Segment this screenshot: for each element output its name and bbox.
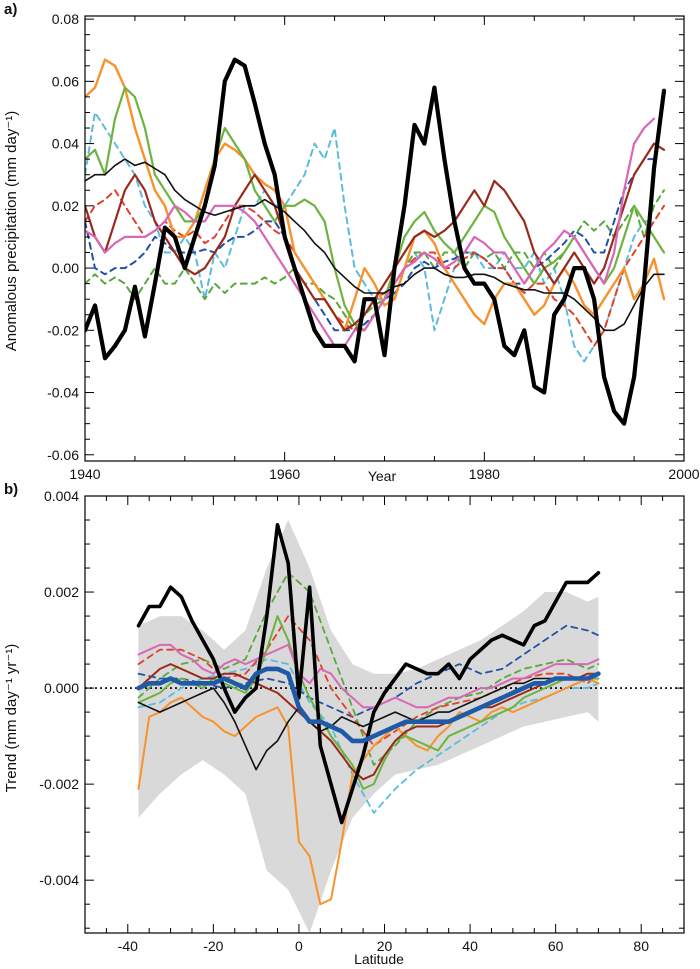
- x-tick-label: 20: [377, 938, 393, 954]
- series-line-orange: [137, 677, 600, 906]
- x-tick-label: 40: [462, 938, 478, 954]
- panel-b-x-axis-label: Latitude: [354, 951, 404, 967]
- x-tick-label: -20: [203, 938, 223, 954]
- panel-a: a) 1940 1960 1980 2000 0.08 0.06 0.04 0.02 0.00 -…: [3, 1, 700, 484]
- y-tick-label: 0.08: [52, 11, 79, 27]
- y-tick-label: 0.04: [52, 136, 79, 152]
- series-line-black-thick: [85, 57, 667, 426]
- y-tick-label: 0.00: [52, 260, 79, 276]
- panel-a-label: a): [4, 1, 17, 18]
- panel-b: b) -40 -20 0 20 40 60 800.0040.0020.000-0.002-…: [3, 481, 685, 967]
- y-tick-label: -0.04: [47, 385, 79, 401]
- x-tick-label: 1980: [469, 466, 500, 482]
- y-tick-label: 0.06: [52, 73, 79, 89]
- panel-b-plot-area: [85, 520, 684, 933]
- x-tick-label: 0: [295, 938, 303, 954]
- y-tick-label: -0.06: [47, 447, 79, 463]
- series-line-cyan-dashed: [85, 111, 655, 363]
- panel-b-label: b): [4, 481, 18, 498]
- series-line-dark-red: [137, 663, 600, 781]
- series-line-black-thick: [136, 522, 601, 825]
- y-tick-label: -0.004: [39, 872, 79, 888]
- x-tick-label: 1940: [69, 466, 100, 482]
- y-tick-label: -0.002: [39, 776, 79, 792]
- series-line-orange: [85, 58, 666, 332]
- panel-a-axes: 1940 1960 1980 2000 0.08 0.06 0.04 0.02 0.00 -0.0…: [47, 11, 700, 482]
- x-tick-label: 80: [633, 938, 649, 954]
- panel-b-axes: -40 -20 0 20 40 60 80 0.004 0.002 0.000 -0.002 -0.0…: [39, 488, 685, 954]
- panel-b-y-axis-label: Trend (mm day⁻¹ yr⁻¹): [3, 644, 20, 793]
- series-line-pink: [137, 643, 600, 709]
- series-line-green: [137, 615, 600, 790]
- y-tick-label: 0.000: [44, 680, 79, 696]
- panel-a-x-axis-label: Year: [368, 468, 397, 484]
- x-tick-label: 60: [548, 938, 564, 954]
- series-line-pink: [85, 117, 656, 347]
- y-tick-label: 0.002: [44, 584, 79, 600]
- x-tick-label: 1960: [269, 466, 300, 482]
- x-tick-label: -40: [118, 938, 138, 954]
- panel-a-y-axis-label: Anomalous precipitation (mm day⁻¹): [3, 111, 20, 352]
- series-line-multi-model-mean: [136, 666, 601, 744]
- series-line-black-thin: [137, 672, 600, 771]
- x-tick-label: 2000: [668, 466, 699, 482]
- panel-a-plot-area: [85, 57, 667, 426]
- series-line-cyan-dashed: [137, 658, 600, 814]
- y-tick-label: 0.02: [52, 198, 79, 214]
- y-tick-label: -0.02: [47, 322, 79, 338]
- y-tick-label: 0.004: [44, 488, 79, 504]
- series-line-blue-dashed: [137, 624, 600, 718]
